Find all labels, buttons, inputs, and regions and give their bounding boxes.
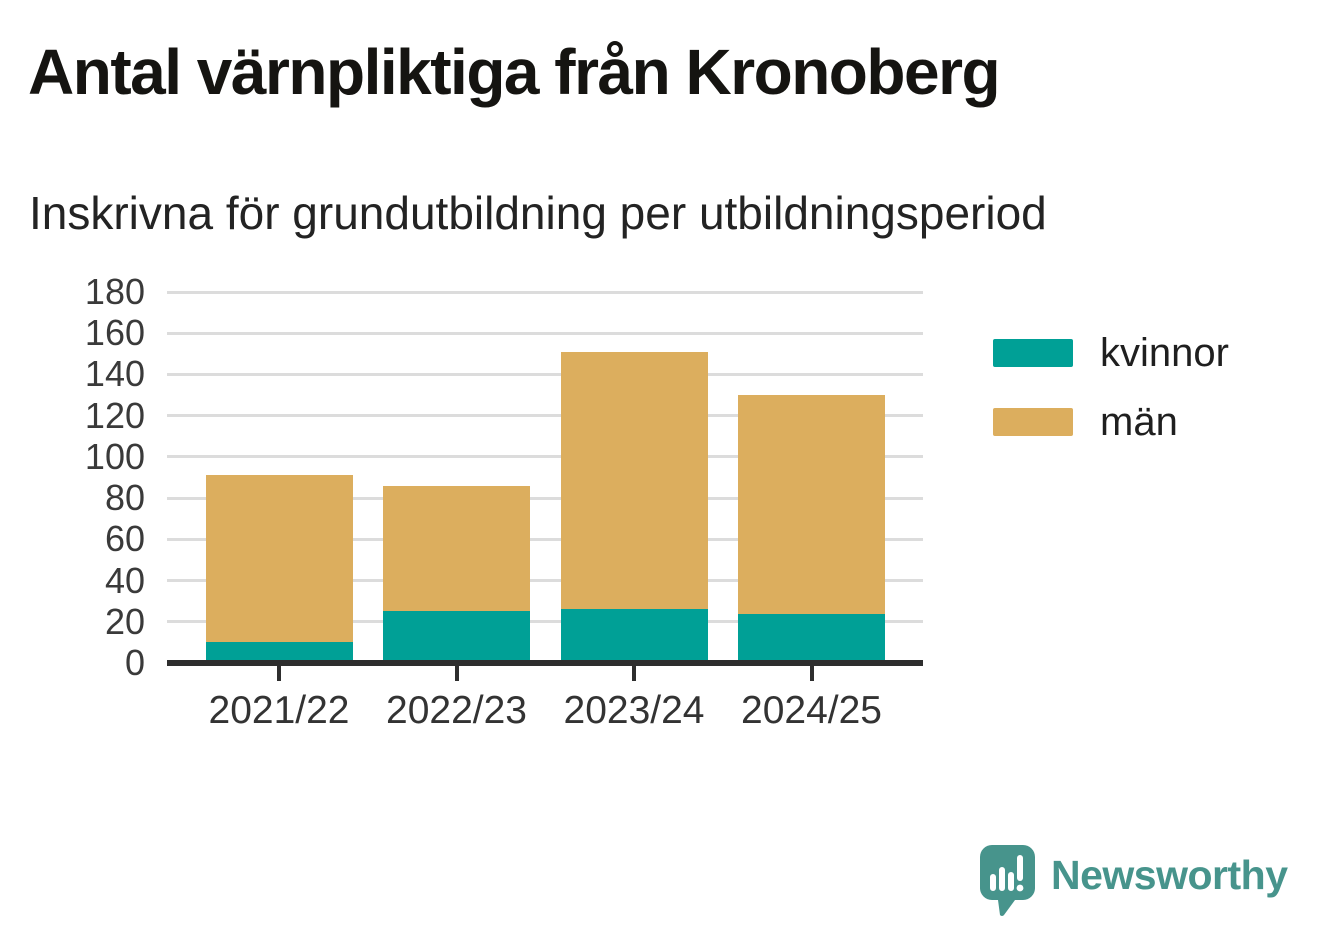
x-axis-tick-label: 2023/24 bbox=[563, 689, 705, 732]
newsworthy-logo-icon bbox=[980, 845, 1035, 922]
y-gridline bbox=[167, 537, 923, 541]
bar-segment-kvinnor bbox=[560, 609, 708, 663]
y-gridline bbox=[167, 414, 923, 418]
bar-segment-mn bbox=[560, 351, 708, 610]
legend-label: män bbox=[1100, 400, 1178, 444]
y-gridline bbox=[167, 455, 923, 459]
page-title: Antal värnpliktiga från Kronoberg bbox=[28, 36, 1001, 108]
y-axis-tick-label: 160 bbox=[84, 312, 145, 354]
x-axis-tick-label: 2021/22 bbox=[208, 689, 350, 732]
y-axis-tick-label: 120 bbox=[84, 394, 145, 436]
bar-segment-kvinnor bbox=[738, 613, 885, 663]
chart-subtitle: Inskrivna för grundutbildning per utbild… bbox=[29, 187, 1047, 239]
y-axis-tick-label: 20 bbox=[104, 600, 145, 642]
bar-segment-mn bbox=[205, 475, 353, 643]
x-axis-tick-label: 2022/23 bbox=[386, 689, 527, 732]
y-axis-tick-label: 140 bbox=[84, 353, 145, 395]
y-axis-tick-label: 100 bbox=[84, 435, 145, 477]
y-axis-tick-label: 180 bbox=[84, 271, 145, 312]
bar-segment-kvinnor bbox=[205, 642, 353, 663]
chart-legend: kvinnor män bbox=[993, 333, 1229, 471]
x-axis-tick bbox=[454, 662, 459, 681]
x-axis-tick bbox=[809, 662, 814, 681]
bar-segment-kvinnor bbox=[383, 611, 530, 663]
y-gridline bbox=[167, 579, 923, 583]
newsworthy-logo-text: Newsworthy bbox=[1051, 852, 1288, 898]
y-axis-tick-label: 40 bbox=[104, 559, 145, 601]
y-gridline bbox=[167, 496, 923, 500]
legend-label: kvinnor bbox=[1100, 331, 1229, 375]
y-gridline bbox=[167, 372, 923, 376]
y-gridline bbox=[167, 290, 923, 294]
y-axis-tick-label: 0 bbox=[124, 642, 145, 683]
y-gridline bbox=[167, 620, 923, 624]
newsworthy-logo: Newsworthy bbox=[980, 845, 1288, 922]
legend-swatch bbox=[993, 339, 1073, 367]
legend-swatch bbox=[993, 408, 1073, 436]
x-axis-tick bbox=[632, 662, 636, 681]
legend-item-kvinnor: kvinnor bbox=[993, 333, 1229, 373]
y-axis-tick-label: 80 bbox=[104, 477, 145, 519]
x-axis-line bbox=[167, 660, 923, 666]
y-axis-tick-label: 60 bbox=[104, 518, 145, 560]
bar-segment-mn bbox=[738, 395, 885, 614]
y-gridline bbox=[167, 331, 923, 335]
legend-item-mn: män bbox=[993, 402, 1229, 442]
x-axis-tick bbox=[277, 662, 281, 681]
x-axis-tick-label: 2024/25 bbox=[741, 689, 882, 732]
bar-segment-mn bbox=[383, 485, 530, 612]
